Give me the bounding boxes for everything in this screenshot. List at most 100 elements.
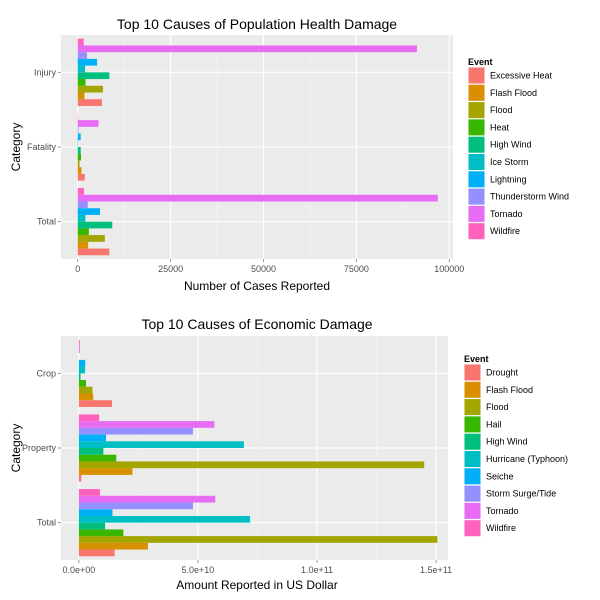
x-tick-label: 0.0e+00: [62, 565, 95, 575]
legend-item: High Wind: [463, 432, 528, 451]
legend-label: Storm Surge/Tide: [486, 489, 556, 499]
legend: Event Drought Flash Flood Flood Hail High Wi…: [463, 354, 568, 538]
x-tick-label: 75000: [344, 264, 369, 274]
bar: [77, 221, 113, 229]
legend-swatch: [468, 84, 485, 101]
bar: [77, 201, 88, 209]
bar: [78, 461, 425, 469]
bar: [78, 542, 148, 550]
health-damage-chart: Top 10 Causes of Population Health Damag…: [9, 16, 569, 293]
bar: [77, 167, 82, 174]
bar: [78, 400, 112, 407]
bar: [77, 153, 82, 161]
legend-item: Lightning: [467, 170, 527, 189]
legend-swatch: [468, 154, 485, 170]
x-axis-ticks: 0.0e+00 5.0e+10 1.0e+11 1.5e+11: [62, 560, 452, 575]
legend-label: Heat: [490, 122, 510, 132]
legend-item: Tornado: [467, 205, 523, 223]
bar: [77, 45, 417, 53]
legend-item: Seiche: [463, 467, 514, 486]
legend-label: Flash Flood: [486, 385, 533, 395]
bar: [77, 65, 86, 73]
legend-item: Flood: [467, 101, 513, 119]
legend-swatch: [468, 136, 485, 153]
bar: [78, 448, 104, 455]
legend-label: Wildfire: [490, 226, 520, 236]
x-tick-label: 25000: [158, 264, 183, 274]
legend-item: Drought: [463, 363, 519, 382]
legend-title: Event: [464, 354, 489, 364]
legend-swatch: [468, 205, 485, 222]
legend-item: Hurricane (Typhoon): [463, 450, 568, 468]
y-axis-title: Category: [9, 123, 23, 172]
legend-swatch: [468, 223, 485, 240]
bar: [77, 85, 103, 93]
bar: [78, 502, 193, 510]
x-tick-label: 1.5e+11: [420, 565, 452, 575]
bar: [77, 214, 86, 222]
legend-item: Flood: [463, 398, 509, 416]
legend-item: Wildfire: [463, 519, 516, 538]
x-tick-label: 0: [75, 264, 80, 274]
bar: [78, 474, 82, 482]
bar: [77, 72, 110, 80]
bar: [77, 120, 99, 127]
bar: [78, 529, 124, 537]
legend-label: Tornado: [486, 506, 519, 516]
bar: [78, 421, 215, 428]
bar: [77, 235, 105, 242]
x-axis-ticks: 0 25000 50000 75000 100000: [75, 259, 464, 274]
bar: [78, 495, 216, 503]
bars: [78, 339, 438, 557]
legend-label: Flood: [486, 402, 509, 412]
legend: Event Excessive Heat Flash Flood Flood Heat…: [467, 57, 569, 240]
legend-label: Flood: [490, 105, 513, 115]
x-axis-title: Amount Reported in US Dollar: [176, 578, 337, 592]
bar: [77, 194, 438, 202]
bar: [78, 454, 117, 462]
legend-swatch: [464, 451, 481, 467]
legend-label: Tornado: [490, 209, 523, 219]
legend-label: Lightning: [490, 174, 527, 184]
bar: [78, 522, 106, 530]
grid-lines: [61, 35, 453, 259]
bar: [78, 346, 80, 354]
legend-item: Storm Surge/Tide: [463, 484, 556, 503]
legend-label: Thunderstorm Wind: [490, 192, 569, 202]
legend-label: Wildfire: [486, 523, 516, 533]
bar: [77, 188, 85, 195]
y-axis-title: Category: [9, 424, 23, 473]
bar: [78, 359, 86, 367]
bar: [78, 380, 87, 387]
y-tick-label: Total: [37, 217, 56, 227]
legend-label: High Wind: [490, 140, 532, 150]
legend-item: Thunderstorm Wind: [467, 187, 569, 206]
legend-label: Excessive Heat: [490, 71, 553, 81]
legend-swatch: [464, 364, 481, 381]
bar: [77, 147, 81, 154]
bars: [77, 38, 438, 256]
bar: [78, 366, 86, 374]
y-tick-label: Injury: [34, 67, 57, 77]
legend-swatch: [464, 520, 481, 537]
x-tick-label: 50000: [251, 264, 276, 274]
legend-label: Flash Flood: [490, 88, 537, 98]
bar: [77, 160, 80, 168]
legend-label: Hurricane (Typhoon): [486, 454, 568, 464]
legend-item: Ice Storm: [467, 153, 529, 171]
chart-title: Top 10 Causes of Economic Damage: [141, 316, 372, 332]
bar: [78, 434, 107, 442]
bar: [77, 38, 84, 46]
bar: [78, 427, 193, 435]
bar: [77, 52, 88, 59]
bar: [78, 386, 93, 394]
legend-item: High Wind: [467, 135, 532, 154]
legend-swatch: [464, 502, 481, 519]
bar: [78, 489, 101, 496]
y-tick-label: Crop: [36, 368, 56, 378]
bar: [78, 441, 244, 448]
legend-item: Flash Flood: [463, 380, 533, 399]
x-tick-label: 100000: [434, 264, 464, 274]
grid-lines: [61, 336, 448, 560]
